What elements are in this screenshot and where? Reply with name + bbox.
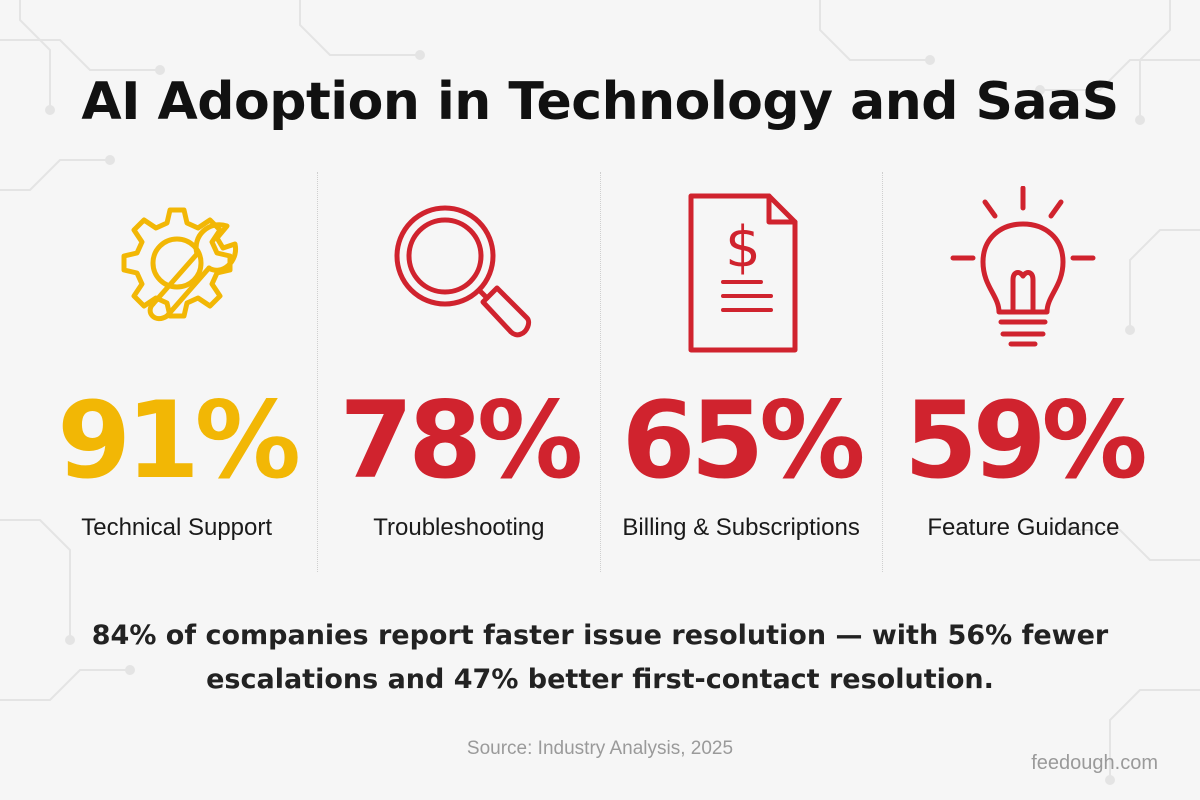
stat-label: Troubleshooting <box>373 514 545 541</box>
stat-billing-subscriptions: $ 65% Billing & Subscriptions <box>599 172 882 572</box>
stat-technical-support: 91% Technical Support <box>36 172 317 572</box>
gear-wrench-icon <box>121 207 238 322</box>
site-credit: feedough.com <box>1031 752 1158 774</box>
summary-text: 84% of companies report faster issue res… <box>91 620 1109 695</box>
lightbulb-icon <box>950 186 1096 347</box>
stat-label: Feature Guidance <box>927 514 1120 541</box>
stat-feature-guidance: 59% Feature Guidance <box>881 172 1164 572</box>
invoice-dollar-icon: $ <box>688 193 798 353</box>
stats-row: 91% Technical Support 78% Troubleshootin… <box>36 172 1164 572</box>
stat-value: 91% <box>57 379 301 502</box>
source-note: Source: Industry Analysis, 2025 <box>466 738 734 759</box>
stat-value: 78% <box>339 379 584 502</box>
stat-label: Billing & Subscriptions <box>622 514 860 541</box>
svg-text:$: $ <box>725 215 761 280</box>
stat-value: 65% <box>621 379 866 502</box>
stat-value: 59% <box>904 379 1148 502</box>
stat-label: Technical Support <box>81 514 273 541</box>
stat-troubleshooting: 78% Troubleshooting <box>317 172 599 572</box>
magnifier-icon <box>394 205 531 338</box>
page-title: AI Adoption in Technology and SaaS <box>81 72 1119 132</box>
